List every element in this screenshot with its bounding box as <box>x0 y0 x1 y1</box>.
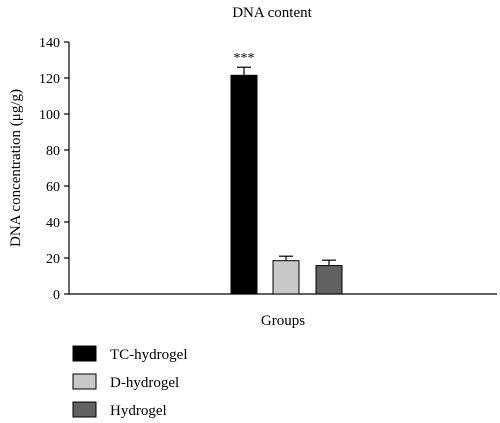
error-bars <box>237 66 336 266</box>
y-tick-label: 40 <box>46 216 60 231</box>
y-tick-label: 20 <box>46 252 60 267</box>
legend-swatch <box>72 401 97 418</box>
legend-label: D-hydrogel <box>110 375 179 391</box>
bar-hydrogel <box>315 265 343 295</box>
y-axis-label: DNA concentration (μg/g) <box>8 89 24 247</box>
bar-d-hydrogel <box>272 260 300 295</box>
legend: TC-hydrogel D-hydrogel Hydrogel <box>72 345 187 419</box>
chart-title: DNA content <box>232 5 312 21</box>
bar-tc-hydrogel <box>230 74 258 295</box>
y-ticks: 0 20 40 60 80 100 120 140 <box>39 36 69 303</box>
legend-swatch <box>72 345 97 362</box>
bars <box>230 74 343 295</box>
y-tick-label: 100 <box>39 108 60 123</box>
annotations: *** <box>234 51 255 66</box>
significance-label: *** <box>234 51 255 66</box>
legend-label: Hydrogel <box>110 403 167 419</box>
x-axis-label: Groups <box>261 313 305 329</box>
y-tick-label: 60 <box>46 180 60 195</box>
legend-swatch <box>72 373 97 390</box>
y-tick-label: 140 <box>39 36 60 51</box>
y-tick-label: 0 <box>53 288 60 303</box>
y-tick-label: 120 <box>39 72 60 87</box>
legend-label: TC-hydrogel <box>110 347 187 363</box>
y-tick-label: 80 <box>46 144 60 159</box>
